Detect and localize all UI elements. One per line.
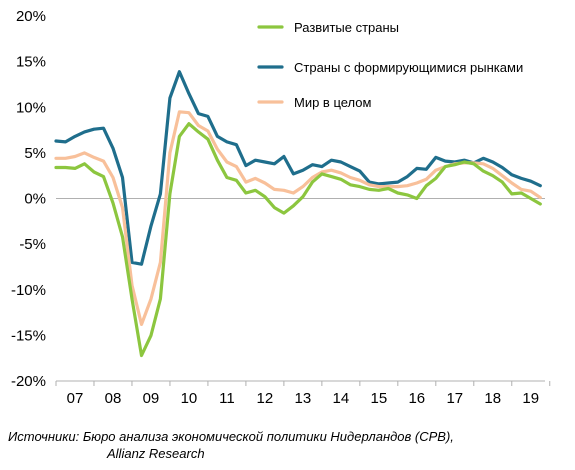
x-tick-label: 15 bbox=[370, 390, 387, 407]
series-lines bbox=[54, 70, 542, 358]
x-tick-label: 13 bbox=[295, 390, 312, 407]
legend-label: Мир в целом bbox=[294, 95, 372, 110]
y-tick-label: 15% bbox=[16, 54, 46, 71]
y-tick-label: 20% bbox=[16, 8, 46, 25]
y-tick-label: 10% bbox=[16, 99, 46, 116]
x-tick-label: 07 bbox=[67, 390, 84, 407]
source-note: Источники: Бюро анализа экономической по… bbox=[8, 428, 454, 462]
source-line-2: Allianz Research bbox=[107, 446, 205, 461]
x-tick-label: 09 bbox=[143, 390, 160, 407]
x-tick-label: 11 bbox=[219, 390, 235, 407]
x-tick-label: 14 bbox=[333, 390, 350, 407]
x-tick-label: 08 bbox=[105, 390, 122, 407]
x-tick-label: 12 bbox=[257, 390, 274, 407]
x-tick-label: 16 bbox=[408, 390, 425, 407]
series-line-1 bbox=[54, 70, 542, 266]
y-tick-label: -10% bbox=[11, 282, 46, 299]
series-line-0 bbox=[54, 122, 542, 358]
y-tick-label: 0% bbox=[24, 191, 46, 208]
x-axis-ticks: 07 08 09 10 11 12 13 14 15 16 17 18 19 bbox=[55, 381, 551, 407]
x-tick-label: 17 bbox=[446, 390, 463, 407]
x-tick-label: 10 bbox=[181, 390, 198, 407]
source-line-1: Источники: Бюро анализа экономической по… bbox=[8, 429, 454, 444]
y-axis-ticks: 20% 15% 10% 5% 0% -5% -10% -15% -20% bbox=[11, 8, 46, 390]
y-tick-label: -5% bbox=[19, 236, 46, 253]
y-tick-label: -15% bbox=[11, 327, 46, 344]
x-tick-label: 19 bbox=[522, 390, 539, 407]
legend-label: Страны с формирующимися рынками bbox=[294, 60, 523, 75]
x-tick-label: 18 bbox=[484, 390, 501, 407]
y-tick-label: -20% bbox=[11, 373, 46, 390]
legend: Развитые страны Страны с формирующимися р… bbox=[257, 20, 523, 110]
line-chart: 20% 15% 10% 5% 0% -5% -10% -15% -20% 07 08 09 10 11 1… bbox=[11, 8, 551, 407]
y-tick-label: 5% bbox=[24, 145, 46, 162]
legend-label: Развитые страны bbox=[294, 20, 399, 35]
